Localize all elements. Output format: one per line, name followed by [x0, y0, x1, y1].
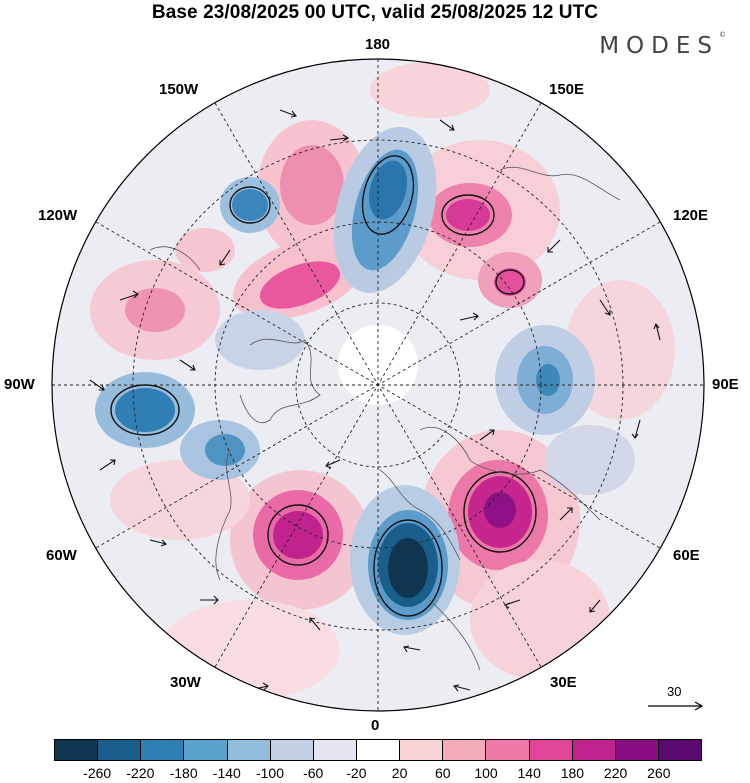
map-boundary — [51, 58, 705, 712]
colorbar-ticks: -260 -220 -180 -140 -100 -60 -20 20 60 100 140 180 2… — [54, 765, 702, 783]
colorbar-swatch — [657, 740, 702, 760]
lon-label-30w: 30W — [170, 674, 201, 691]
lon-label-30e: 30E — [550, 674, 577, 691]
colorbar-tick-label: -60 — [303, 765, 324, 781]
colorbar-swatch — [55, 740, 98, 760]
map-disk — [52, 59, 704, 711]
colorbar-tick-label: 220 — [603, 765, 628, 781]
colorbar-tick-label: -180 — [169, 765, 198, 781]
colorbar-swatch — [355, 740, 400, 760]
vector-reference-arrow — [648, 701, 704, 711]
lon-label-0: 0 — [371, 717, 380, 734]
colorbar-tick-label: 180 — [560, 765, 585, 781]
colorbar-tick-label: 140 — [517, 765, 541, 781]
lon-label-60w: 60W — [46, 547, 77, 564]
lon-label-120e: 120E — [673, 207, 709, 224]
colorbar-swatch — [528, 740, 572, 760]
colorbar-swatch — [614, 740, 658, 760]
colorbar-swatch — [183, 740, 227, 760]
brand-logo: MODES© — [599, 31, 726, 59]
lon-label-90w: 90W — [4, 376, 35, 393]
colorbar-swatch — [140, 740, 184, 760]
colorbar-swatch — [399, 740, 443, 760]
map-title: Base 23/08/2025 00 UTC, valid 25/08/2025… — [151, 2, 599, 23]
lon-label-60e: 60E — [673, 547, 700, 564]
lon-label-150w: 150W — [159, 81, 199, 98]
colorbar-tick-label: -260 — [83, 765, 112, 781]
colorbar-tick-label: 20 — [391, 765, 408, 781]
colorbar-tick-label: 60 — [435, 765, 451, 781]
wind-vectors — [89, 109, 661, 692]
colorbar-swatch — [485, 740, 529, 760]
lon-label-150e: 150E — [549, 81, 585, 98]
coastlines — [149, 166, 621, 671]
colorbar-swatch — [312, 740, 356, 760]
colorbar-swatch — [269, 740, 313, 760]
colorbar-tick-label: -220 — [126, 765, 155, 781]
graticule — [52, 59, 704, 711]
lon-label-180: 180 — [365, 36, 391, 53]
vector-reference-label: 30 — [667, 684, 682, 699]
colorbar-tick-label: 100 — [474, 765, 498, 781]
lon-label-90e: 90E — [712, 376, 739, 393]
colorbar-swatch — [442, 740, 486, 760]
colorbar-swatch — [226, 740, 270, 760]
colorbar-tick-label: 260 — [647, 765, 671, 781]
anomaly-fields — [90, 62, 675, 700]
colorbar-tick-label: -20 — [346, 765, 367, 781]
lon-label-120w: 120W — [38, 207, 78, 224]
colorbar-tick-label: -140 — [212, 765, 241, 781]
colorbar-tick-label: -100 — [255, 765, 285, 781]
colorbar — [54, 739, 702, 761]
colorbar-swatch — [571, 740, 615, 760]
colorbar-swatch — [97, 740, 141, 760]
